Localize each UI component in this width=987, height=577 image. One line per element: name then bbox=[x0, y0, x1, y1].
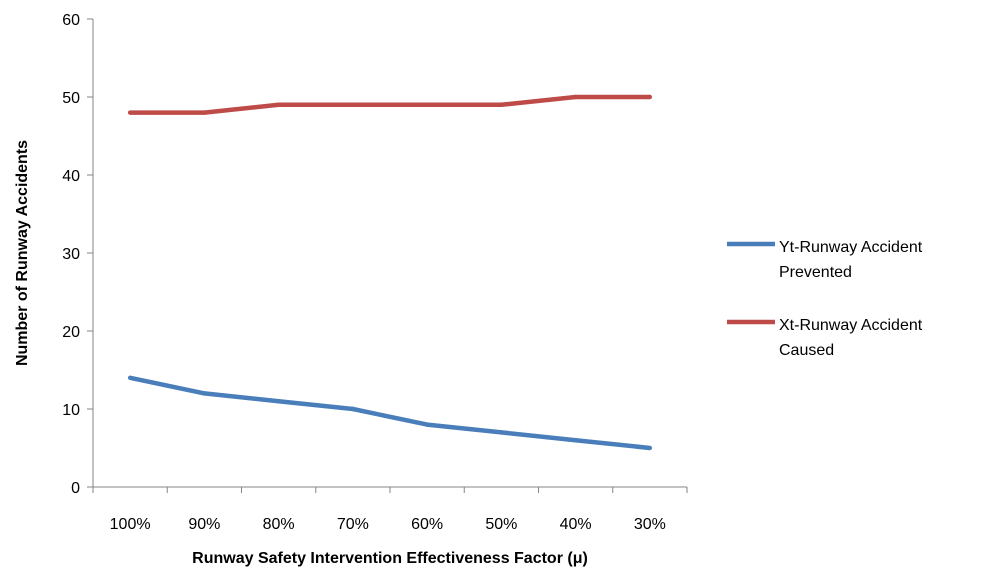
data-point bbox=[127, 110, 133, 115]
legend-label: Xt-Runway Accident bbox=[779, 317, 923, 334]
data-point bbox=[127, 375, 133, 380]
legend-label: Caused bbox=[779, 342, 834, 359]
axes: 0 10 20 30 40 50 60 100% 90% 80% 70% 60% 50% 40% 30% bbox=[62, 12, 688, 533]
series-layer bbox=[127, 94, 653, 451]
y-tick-label: 30 bbox=[62, 246, 80, 263]
data-point bbox=[350, 406, 356, 412]
legend-item: Xt-Runway Accident Caused bbox=[727, 317, 923, 359]
data-point bbox=[276, 399, 281, 404]
y-axis-title: Number of Runway Accidents bbox=[14, 140, 31, 366]
y-tick-label: 0 bbox=[71, 480, 80, 497]
series-line bbox=[129, 375, 651, 451]
data-point bbox=[276, 102, 281, 108]
data-point bbox=[350, 102, 356, 108]
x-tick-label: 50% bbox=[485, 516, 517, 533]
legend-label: Yt-Runway Accident bbox=[779, 239, 923, 256]
data-point bbox=[573, 94, 578, 100]
legend: Yt-Runway Accident Prevented Xt-Runway Acc… bbox=[727, 239, 923, 359]
y-tick-label: 60 bbox=[62, 12, 80, 29]
y-tick-label: 50 bbox=[62, 90, 80, 107]
series-2 bbox=[127, 94, 653, 115]
x-tick-label: 70% bbox=[337, 516, 369, 533]
data-point bbox=[202, 391, 207, 396]
data-point bbox=[499, 102, 504, 108]
x-axis-title: Runway Safety Intervention Effectiveness… bbox=[192, 550, 588, 567]
y-tick-label: 20 bbox=[62, 324, 80, 341]
data-point bbox=[424, 422, 430, 427]
x-tick-label: 40% bbox=[560, 516, 592, 533]
x-tick-label: 60% bbox=[411, 516, 443, 533]
series-line bbox=[130, 94, 650, 115]
x-tick-label: 80% bbox=[263, 516, 295, 533]
x-tick-label: 90% bbox=[188, 516, 220, 533]
data-point bbox=[573, 438, 578, 443]
legend-label: Prevented bbox=[779, 264, 852, 281]
series-1 bbox=[127, 375, 653, 451]
y-tick-label: 10 bbox=[62, 402, 80, 419]
data-point bbox=[202, 110, 207, 115]
x-tick-label: 30% bbox=[634, 516, 666, 533]
data-point bbox=[647, 445, 653, 451]
data-point bbox=[647, 94, 653, 100]
y-tick-label: 40 bbox=[62, 168, 80, 185]
x-tick-label: 100% bbox=[110, 516, 151, 533]
data-point bbox=[424, 102, 430, 108]
data-point bbox=[499, 430, 504, 435]
legend-item: Yt-Runway Accident Prevented bbox=[727, 239, 923, 281]
